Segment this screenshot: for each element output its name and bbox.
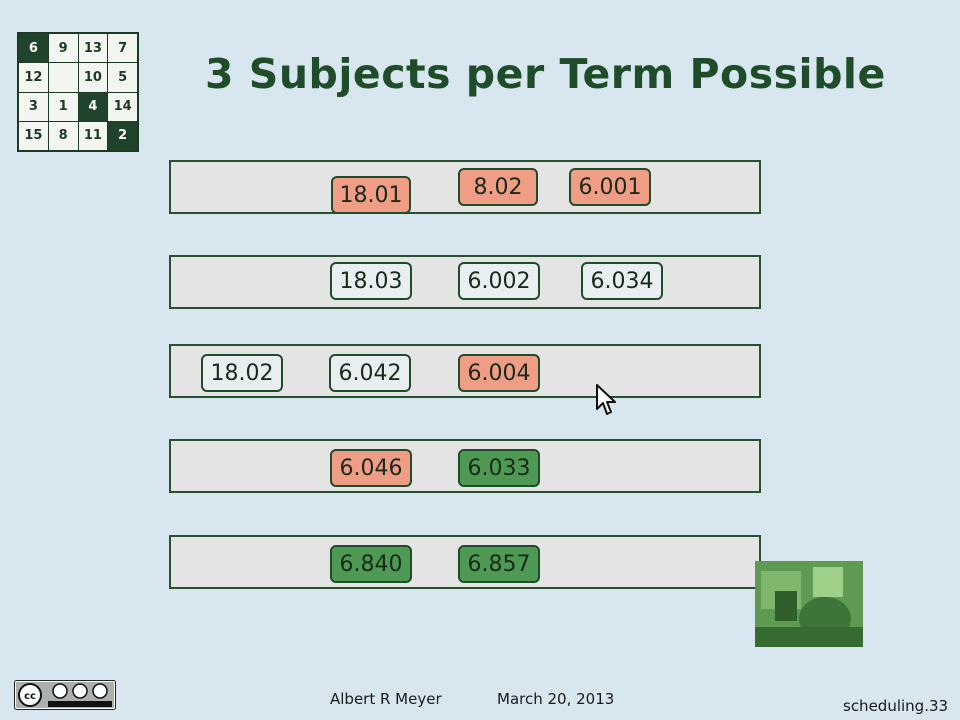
slide-title: 3 Subjects per Term Possible [205,50,886,98]
term-row-4: 6.046 6.033 [169,439,761,493]
puzzle-tile: 1 [48,92,78,121]
puzzle-tile: 7 [108,34,137,63]
term-row-1: 18.01 8.02 6.001 [169,160,761,214]
subject-box[interactable]: 6.001 [569,168,651,206]
puzzle-logo: 6 9 13 7 12 10 5 3 1 4 14 15 8 11 2 [17,32,139,152]
puzzle-tile: 3 [19,92,48,121]
term-row-5: 6.840 6.857 [169,535,761,589]
speaker-video-thumbnail [755,561,863,647]
svg-text:cc: cc [24,691,36,702]
subject-box[interactable]: 6.002 [458,262,540,300]
puzzle-tile: 11 [78,121,108,150]
term-row-2: 18.03 6.002 6.034 [169,255,761,309]
puzzle-tile: 5 [108,63,137,92]
subject-box[interactable]: 6.004 [458,354,540,392]
puzzle-tile: 9 [48,34,78,63]
subject-box[interactable]: 6.034 [581,262,663,300]
puzzle-tile: 4 [78,92,108,121]
mouse-cursor-icon [596,384,616,415]
subject-box[interactable]: 6.042 [329,354,411,392]
footer-author: Albert R Meyer [330,690,442,708]
cc-by-nc-sa-icon: cc [14,680,116,710]
puzzle-tile: 10 [78,63,108,92]
puzzle-tile [48,63,78,92]
subject-box[interactable]: 18.02 [201,354,283,392]
term-row-3: 18.02 6.042 6.004 [169,344,761,398]
puzzle-tile: 14 [108,92,137,121]
subject-box[interactable]: 6.840 [330,545,412,583]
subject-box[interactable]: 6.033 [458,449,540,487]
subject-box[interactable]: 6.046 [330,449,412,487]
subject-box[interactable]: 6.857 [458,545,540,583]
footer-date: March 20, 2013 [497,690,615,708]
subject-box[interactable]: 18.03 [330,262,412,300]
puzzle-tile: 12 [19,63,48,92]
subject-box[interactable]: 18.01 [331,176,411,214]
footer-slide-id: scheduling.33 [843,697,949,715]
puzzle-tile: 6 [19,34,48,63]
puzzle-tile: 2 [108,121,137,150]
puzzle-tile: 8 [48,121,78,150]
subject-box[interactable]: 8.02 [458,168,538,206]
puzzle-tile: 15 [19,121,48,150]
puzzle-tile: 13 [78,34,108,63]
